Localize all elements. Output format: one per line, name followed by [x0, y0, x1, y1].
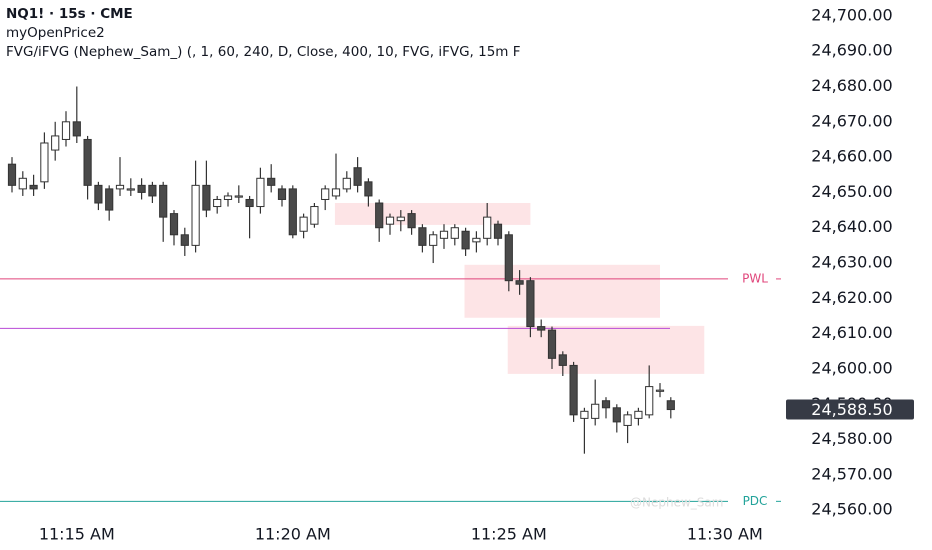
candle-body: [483, 216, 492, 239]
candle-body: [634, 410, 643, 419]
y-tick-label: 24,640.00: [811, 217, 892, 236]
indicator-label: FVG/iFVG (Nephew_Sam_) (, 1, 60, 240, D,…: [6, 44, 521, 60]
candle-body: [342, 177, 351, 190]
candle-body: [418, 227, 427, 246]
candle-body: [72, 121, 81, 137]
candle-body: [364, 181, 373, 197]
candle-body: [7, 163, 17, 186]
candle-body: [267, 177, 276, 186]
candle-body: [385, 216, 395, 225]
y-tick-label: 24,690.00: [811, 41, 892, 60]
candle-body: [591, 403, 600, 419]
candle-body: [105, 188, 114, 211]
candle-body: [580, 410, 589, 419]
candle-body: [569, 364, 578, 416]
plot: [7, 86, 675, 454]
candle-body: [115, 184, 125, 190]
candle-body: [429, 234, 438, 246]
candle-body: [256, 177, 265, 208]
y-tick-label: 24,680.00: [811, 76, 892, 95]
subtitle: myOpenPrice2: [6, 25, 105, 41]
y-tick-label: 24,570.00: [811, 464, 892, 483]
candle-body: [18, 177, 27, 190]
candle-body: [407, 213, 416, 229]
x-tick-label: 11:25 AM: [471, 525, 547, 544]
candle-body: [526, 280, 535, 328]
candle-body: [61, 121, 71, 140]
candle-body: [353, 167, 362, 186]
y-tick-label: 24,660.00: [811, 147, 892, 166]
candle-body: [472, 237, 481, 243]
candle-body: [202, 184, 211, 211]
candle-body: [331, 188, 341, 197]
candle-body: [169, 213, 179, 236]
candle-body: [29, 184, 38, 190]
candle-body: [493, 223, 503, 239]
candle-body: [515, 280, 524, 285]
candle-body: [310, 206, 319, 225]
level-label: PDC: [743, 494, 768, 508]
candle-body: [191, 184, 200, 246]
candle-body: [148, 184, 157, 197]
candle-body: [137, 184, 146, 193]
candle-body: [645, 386, 654, 416]
candle-body: [94, 184, 103, 204]
y-tick-label: 24,650.00: [811, 182, 892, 201]
candle-body: [83, 138, 92, 186]
candle-body: [288, 188, 297, 236]
y-tick-label: 24,700.00: [811, 5, 892, 24]
candle-body: [234, 195, 243, 198]
candle-body: [558, 354, 567, 366]
candle-body: [375, 202, 384, 229]
y-tick-label: 24,670.00: [811, 111, 892, 130]
watermark: @Nephew_Sam: [630, 496, 723, 510]
fvg-zone: [464, 264, 660, 318]
candle-body: [299, 216, 308, 232]
y-tick-label: 24,630.00: [811, 253, 892, 272]
candle-body: [504, 234, 513, 282]
candle-body: [612, 407, 621, 423]
candle-body: [537, 326, 546, 331]
candle-body: [213, 198, 222, 208]
y-tick-label: 24,610.00: [811, 323, 892, 342]
candle-body: [223, 195, 233, 200]
zones: [0, 203, 728, 502]
level-label: PWL: [742, 271, 768, 285]
x-tick-label: 11:15 AM: [39, 525, 115, 544]
last-price-box: [786, 399, 914, 420]
candle-body: [450, 227, 459, 239]
candle-body: [321, 188, 330, 200]
candle-body: [623, 414, 632, 426]
x-tick-label: 11:30 AM: [687, 525, 763, 544]
candle-body: [245, 198, 254, 208]
candle-body: [277, 188, 287, 200]
candle-body: [180, 234, 189, 246]
chart-title: NQ1! · 15s · CME: [6, 6, 133, 22]
y-tick-label: 24,620.00: [811, 288, 892, 307]
y-tick-label: 24,560.00: [811, 500, 892, 519]
candle-body: [655, 389, 665, 392]
candle-body: [461, 230, 470, 250]
candle-body: [666, 400, 675, 411]
y-tick-label: 24,600.00: [811, 358, 892, 377]
candle-body: [547, 329, 557, 359]
y-tick-label: 24,580.00: [811, 429, 892, 448]
candle-body: [601, 400, 611, 409]
fvg-zone: [334, 203, 531, 225]
candle-body: [51, 135, 60, 151]
candle-body: [40, 142, 49, 183]
last-price-label: 24,588.50: [811, 400, 892, 419]
candle-body: [159, 184, 168, 218]
candle-body: [396, 216, 405, 222]
fvg-zone: [507, 325, 705, 374]
x-tick-label: 11:20 AM: [255, 525, 331, 544]
candle-body: [126, 188, 135, 191]
candle-body: [439, 230, 449, 239]
